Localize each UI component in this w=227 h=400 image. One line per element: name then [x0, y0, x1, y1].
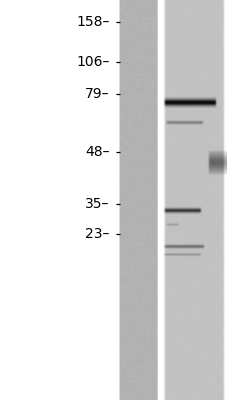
Text: 158–: 158– — [76, 15, 109, 29]
Text: 35–: 35– — [85, 197, 109, 211]
Text: 23–: 23– — [85, 227, 109, 241]
Text: 48–: 48– — [85, 145, 109, 159]
Text: 79–: 79– — [85, 87, 109, 101]
Text: 106–: 106– — [76, 55, 109, 69]
